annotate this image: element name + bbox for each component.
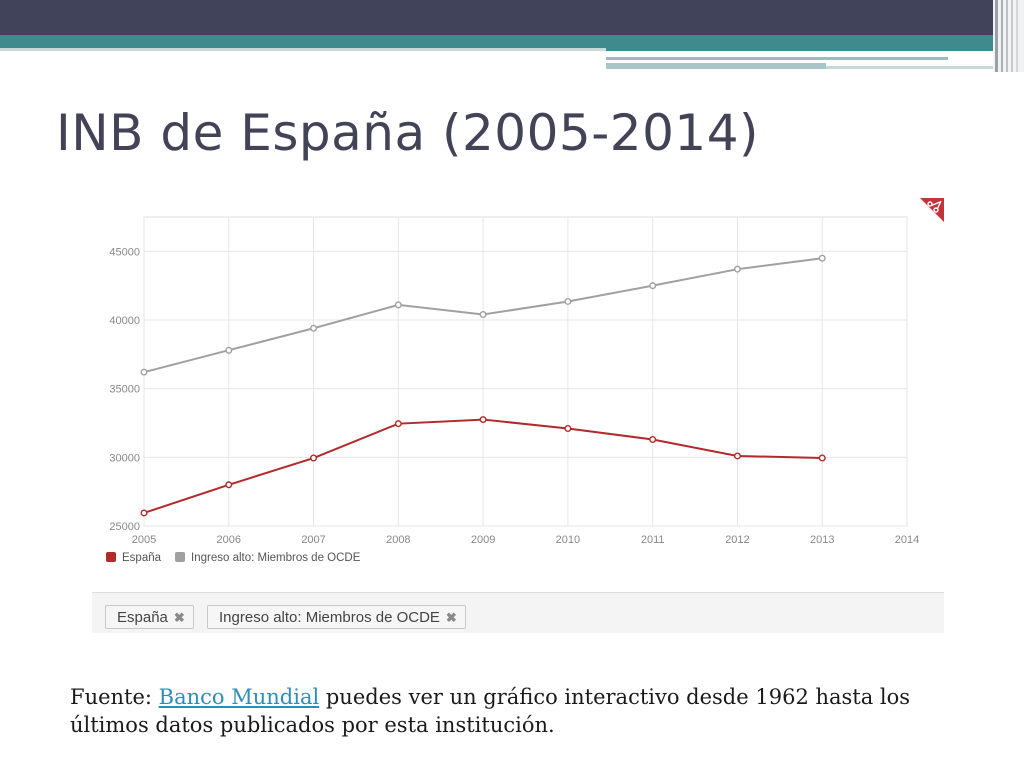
chart-series [140,254,826,517]
x-tick-label: 2005 [132,534,156,546]
source-suffix: puedes ver un gráfico interactivo desde … [70,685,911,737]
data-point [564,297,572,305]
close-icon[interactable]: ✖ [173,610,185,625]
data-point [394,420,402,428]
data-point [649,282,657,290]
data-point [225,481,233,489]
legend-swatch [175,552,186,562]
data-point [140,368,148,376]
x-axis-ticks: 2005 2006 2007 2008 2009 2010 2011 2012 2013 2014 [132,534,919,546]
data-point [818,454,826,462]
data-point [733,452,741,460]
source-prefix: Fuente: [70,685,159,709]
filter-chip-espana[interactable]: España ✖ [105,605,194,629]
data-point [310,324,318,332]
plot-border [143,216,908,527]
data-point [479,311,487,319]
x-tick-label: 2007 [301,534,325,546]
data-point [564,424,572,432]
y-tick-label: 25000 [109,521,140,533]
y-tick-label: 40000 [109,315,140,327]
banco-mundial-link[interactable]: Banco Mundial [158,685,320,709]
y-tick-label: 45000 [109,246,140,258]
data-point [140,509,148,517]
chart-panel [92,190,944,632]
chart-legend: España Ingreso alto: Miembros de OCDE [106,552,361,564]
x-tick-label: 2014 [895,534,919,546]
filter-chip-ocde[interactable]: Ingreso alto: Miembros de OCDE ✖ [207,605,466,629]
chart-grid [143,216,908,527]
y-tick-label: 35000 [109,384,140,396]
x-tick-label: 2009 [471,534,495,546]
data-point [394,301,402,309]
legend-label: España [122,552,162,564]
data-point [733,265,741,273]
x-tick-label: 2010 [556,534,580,546]
y-axis-ticks: 25000 30000 35000 40000 45000 [109,246,140,533]
data-point [310,454,318,462]
x-tick-label: 2013 [810,534,834,546]
y-tick-label: 30000 [109,452,140,464]
x-tick-label: 2012 [725,534,749,546]
scissors-icon [927,200,942,213]
data-point [649,435,657,443]
filter-chip-label: Ingreso alto: Miembros de OCDE [219,609,440,626]
slide-header-decoration [0,0,1024,72]
close-icon[interactable]: ✖ [445,610,457,625]
data-point [479,416,487,424]
x-tick-label: 2011 [641,534,665,546]
page-title: INB de España (2005-2014) [56,104,760,162]
data-point [225,346,233,354]
export-button[interactable] [920,198,944,222]
source-note: Fuente: Banco Mundial puedes ver un gráf… [70,683,950,739]
legend-label: Ingreso alto: Miembros de OCDE [191,552,361,564]
data-point [818,254,826,262]
x-tick-label: 2008 [386,534,410,546]
filter-chip-label: España [117,609,168,626]
legend-swatch [106,552,116,562]
x-tick-label: 2006 [217,534,241,546]
